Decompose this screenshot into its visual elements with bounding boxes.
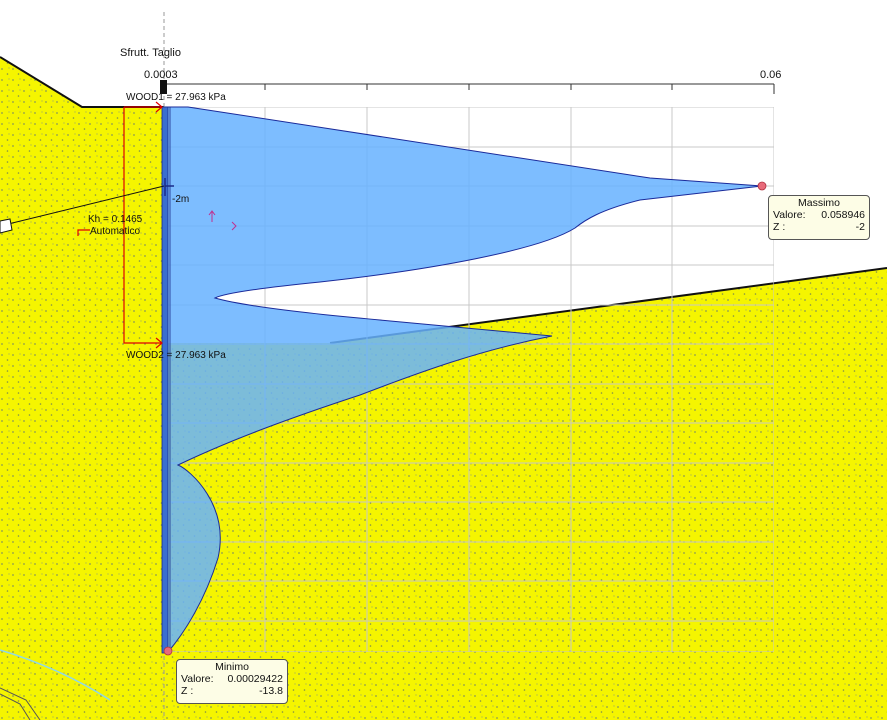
max-tooltip: Massimo Valore: 0.058946 Z : -2 — [768, 195, 870, 240]
tie-rod — [0, 185, 165, 227]
min-z: -13.8 — [259, 685, 283, 697]
max-z: -2 — [855, 221, 865, 233]
min-value-label: Valore: — [181, 673, 214, 685]
wood1-label: WOOD1 = 27.963 kPa — [126, 92, 226, 103]
tie-rod-end-icon — [0, 218, 13, 234]
soil-left — [0, 56, 164, 720]
depth-marker-icon — [164, 178, 174, 196]
shear-utilization-diagram — [163, 106, 763, 653]
water-line — [0, 649, 111, 701]
max-value: 0.058946 — [821, 209, 865, 221]
depth-marker-label: -2m — [172, 194, 189, 205]
chart-title: Sfrutt. Taglio — [120, 47, 181, 59]
min-value: 0.00029422 — [227, 673, 283, 685]
kh-mode-label: Automatico — [90, 226, 140, 237]
axis-max-label: 0.06 — [760, 69, 781, 81]
max-tooltip-title: Massimo — [797, 197, 840, 209]
direction-arrows-icon — [208, 210, 237, 231]
min-marker[interactable] — [163, 646, 173, 656]
max-z-label: Z : — [773, 221, 786, 233]
min-tooltip: Minimo Valore: 0.00029422 Z : -13.8 — [176, 659, 288, 704]
anchor-system — [77, 101, 163, 349]
top-axis — [160, 80, 775, 94]
min-z-label: Z : — [181, 685, 194, 697]
min-tooltip-title: Minimo — [215, 661, 249, 673]
wood2-label: WOOD2 = 27.963 kPa — [126, 350, 226, 361]
axis-min-label: 0.0003 — [144, 69, 178, 81]
max-value-label: Valore: — [773, 209, 806, 221]
anchor-plate — [0, 687, 41, 721]
kh-value-label: Kh = 0.1465 — [88, 214, 143, 225]
max-marker[interactable] — [757, 181, 767, 191]
